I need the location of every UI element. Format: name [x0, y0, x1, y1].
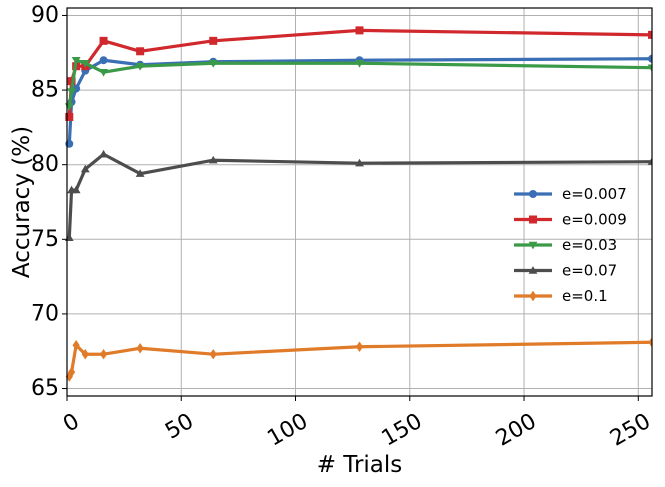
data-point-marker [67, 88, 76, 96]
data-point-marker [355, 26, 364, 35]
data-point-marker [528, 266, 538, 274]
data-point-marker [99, 149, 108, 158]
y-tick-label: 90 [31, 3, 59, 28]
series-e=0.03 [64, 57, 652, 111]
data-point-marker [529, 290, 537, 302]
data-point-marker [208, 60, 218, 68]
data-point-marker [71, 57, 81, 65]
legend-label: e=0.03 [562, 236, 617, 254]
series-line [67, 58, 652, 107]
data-point-marker [648, 337, 652, 348]
x-tick-label: 50 [161, 409, 198, 445]
data-point-marker [529, 215, 537, 224]
data-point-marker [355, 60, 364, 68]
legend-item: e=0.009 [514, 211, 627, 229]
x-tick-label: 150 [378, 409, 427, 452]
y-axis-title: Accuracy (%) [9, 126, 35, 278]
data-point-marker [528, 241, 538, 250]
data-point-marker [647, 157, 652, 165]
data-point-marker [355, 341, 364, 352]
legend-item: e=0.1 [514, 287, 608, 305]
data-point-marker [67, 366, 76, 378]
y-tick-label: 70 [31, 301, 59, 326]
data-point-marker [99, 36, 108, 45]
series-e=0.007 [65, 54, 652, 148]
data-point-marker [135, 63, 145, 71]
data-point-marker [529, 190, 537, 198]
y-tick-label: 85 [31, 78, 59, 103]
legend-label: e=0.009 [562, 211, 627, 229]
data-point-marker [81, 349, 89, 360]
y-tick-label: 75 [31, 227, 59, 252]
data-point-marker [355, 158, 364, 167]
data-point-marker [647, 64, 652, 73]
data-point-marker [99, 56, 108, 65]
data-point-marker [72, 340, 80, 351]
x-axis-title: # Trials [317, 452, 403, 478]
data-point-marker [648, 30, 652, 39]
y-tick-label: 65 [31, 376, 59, 401]
data-point-marker [648, 54, 652, 63]
y-tick-label: 80 [31, 152, 59, 177]
grid [66, 8, 652, 396]
legend: e=0.007 e=0.009 e=0.03 e=0.07 e=0.1 [514, 185, 627, 305]
data-point-marker [99, 68, 108, 77]
series-e=0.07 [64, 149, 652, 242]
data-point-marker [135, 169, 145, 177]
legend-item: e=0.07 [514, 262, 617, 280]
data-point-marker [208, 155, 218, 164]
data-point-marker [209, 349, 217, 360]
data-point-marker [136, 343, 144, 354]
x-tick-label: 100 [263, 409, 312, 452]
legend-item: e=0.03 [514, 236, 617, 254]
data-point-marker [99, 349, 108, 360]
data-point-marker [136, 47, 145, 56]
data-point-marker [64, 233, 74, 242]
legend-label: e=0.07 [562, 262, 617, 280]
data-point-marker [80, 164, 90, 173]
legend-label: e=0.007 [562, 185, 627, 203]
data-point-marker [71, 185, 81, 194]
series-line [67, 57, 652, 144]
plot-frame [66, 7, 653, 397]
data-point-marker [65, 112, 74, 121]
series-layer [64, 26, 652, 382]
series-line [67, 28, 652, 118]
x-tick-label: 200 [492, 409, 541, 452]
legend-item: e=0.007 [514, 185, 627, 203]
x-tick-label: 250 [606, 409, 655, 452]
data-point-marker [80, 60, 90, 68]
legend-label: e=0.1 [562, 287, 608, 305]
series-e=0.1 [65, 337, 652, 382]
data-point-marker [209, 36, 218, 45]
x-tick-label: 0 [59, 409, 84, 438]
series-e=0.009 [65, 26, 652, 121]
